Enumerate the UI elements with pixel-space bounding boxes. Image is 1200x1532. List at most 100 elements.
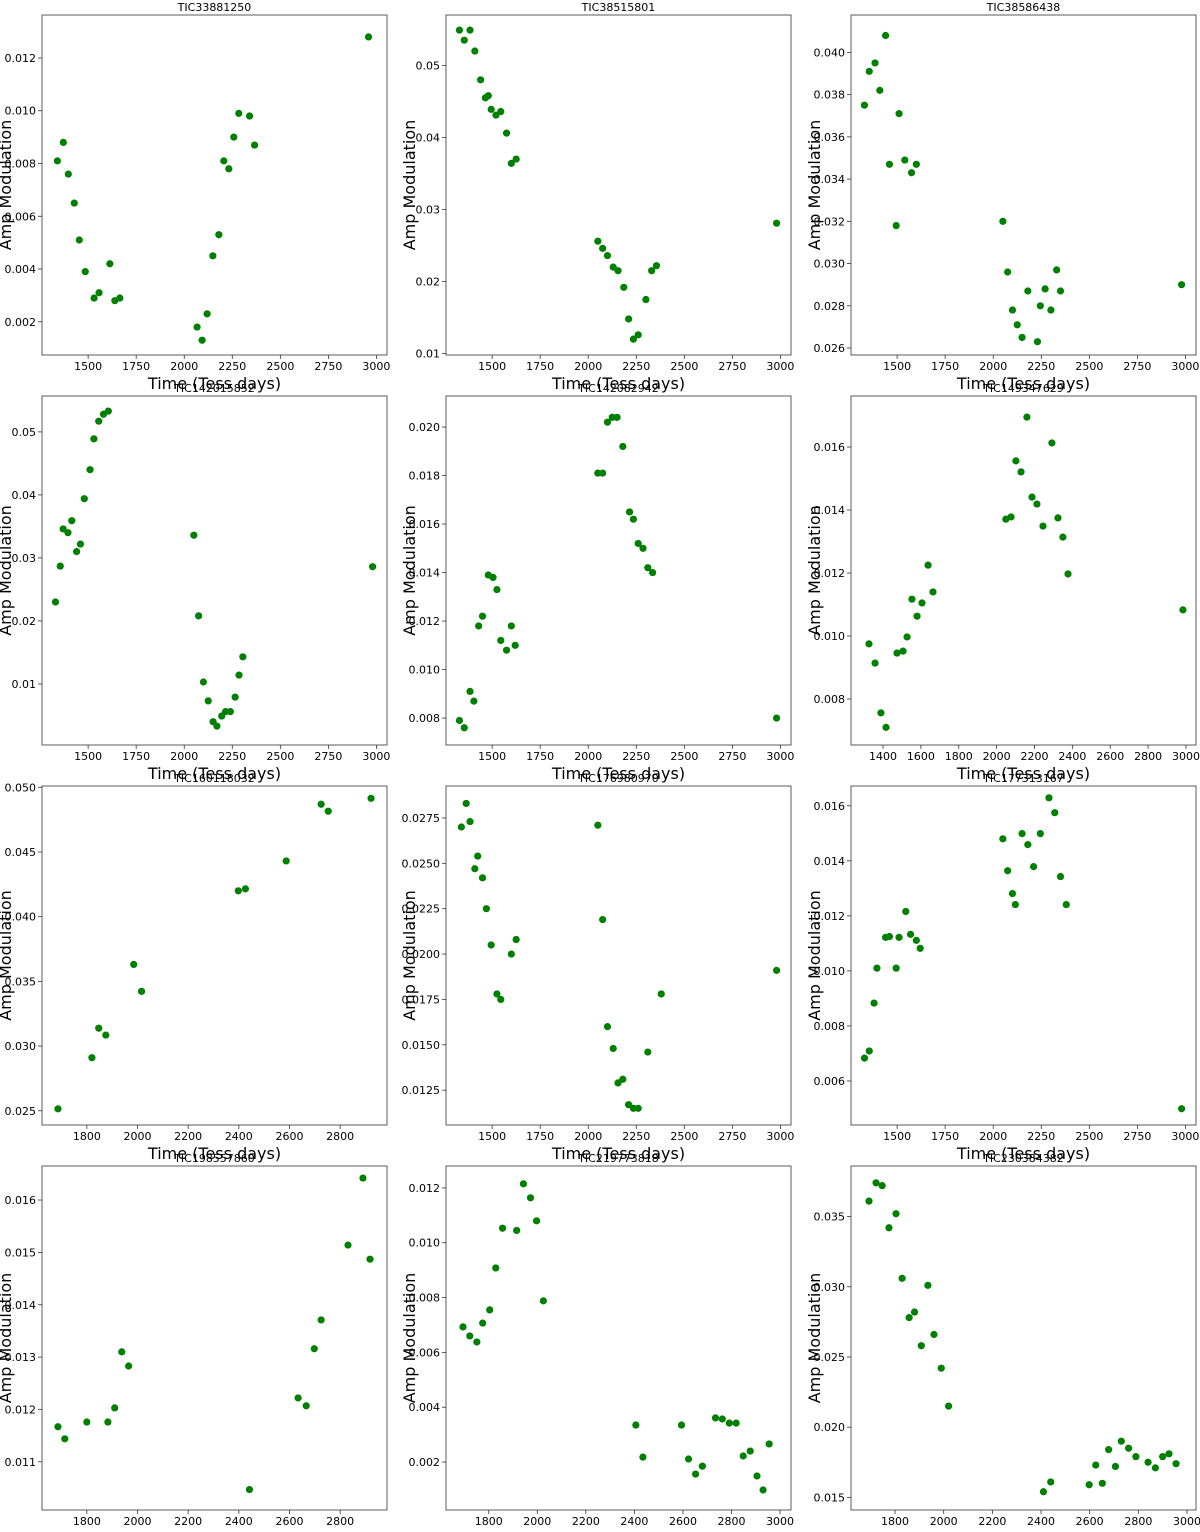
point: [470, 697, 478, 705]
y-tick-label: 0.015: [5, 1246, 37, 1259]
point: [1018, 830, 1026, 838]
panel-title: TIC230384382: [982, 1152, 1064, 1165]
x-tick-label: 2500: [1075, 1130, 1103, 1143]
point: [1098, 1479, 1106, 1487]
point: [234, 887, 242, 895]
point: [478, 612, 487, 620]
point: [475, 622, 483, 630]
y-tick-label: 0.010: [814, 630, 846, 643]
point: [634, 539, 642, 548]
y-tick-label: 0.014: [409, 567, 441, 580]
point: [215, 231, 223, 239]
x-tick-label: 2600: [669, 1515, 697, 1528]
y-tick-label: 0.0150: [402, 1039, 441, 1052]
point: [366, 1255, 374, 1263]
point: [1017, 468, 1025, 476]
point: [59, 138, 67, 147]
point: [118, 1348, 126, 1356]
point: [1039, 1488, 1048, 1496]
x-tick-label: 2200: [174, 1515, 202, 1528]
x-axis-label: Time (Tess days): [956, 374, 1090, 393]
point: [198, 336, 206, 344]
y-tick-label: 0.02: [416, 276, 441, 289]
point: [871, 59, 879, 67]
y-tick-label: 0.034: [814, 173, 846, 186]
y-tick-label: 0.020: [409, 421, 441, 434]
x-tick-label: 2000: [930, 1515, 958, 1528]
y-tick-label: 0.0125: [402, 1084, 441, 1097]
point: [1039, 522, 1047, 530]
point: [519, 1180, 528, 1188]
y-tick-label: 0.03: [416, 203, 441, 216]
y-tick-label: 0.012: [814, 910, 846, 923]
point: [906, 930, 915, 938]
point: [876, 86, 884, 94]
point: [1004, 268, 1012, 276]
x-tick-label: 2500: [670, 360, 698, 373]
axes-frame: [850, 395, 1197, 746]
point: [203, 310, 211, 318]
y-axis-label: Amp Modulation: [805, 505, 824, 636]
y-tick-label: 0.010: [814, 965, 846, 978]
point: [137, 987, 146, 995]
x-tick-label: 2750: [718, 1130, 746, 1143]
y-tick-label: 0.011: [5, 1456, 37, 1469]
point: [902, 907, 910, 916]
point: [905, 1314, 913, 1322]
x-tick-label: 2250: [218, 360, 246, 373]
axes-frame: [850, 1165, 1197, 1511]
point: [892, 221, 900, 230]
axes-frame: [41, 14, 388, 356]
y-tick-label: 0.004: [409, 1401, 441, 1414]
point: [639, 544, 647, 552]
point: [230, 133, 238, 141]
point: [746, 1447, 754, 1455]
point: [493, 585, 501, 594]
x-tick-label: 3000: [1173, 1515, 1200, 1528]
point: [199, 678, 208, 686]
x-tick-label: 2000: [123, 1130, 151, 1143]
point: [344, 1241, 352, 1249]
point: [910, 1308, 919, 1316]
x-tick-label: 1500: [74, 750, 102, 763]
y-axis-label: Amp Modulation: [400, 120, 419, 251]
panel-title: TIC176980970: [577, 772, 659, 785]
point: [599, 915, 607, 924]
point: [1165, 1450, 1173, 1458]
point: [1177, 1105, 1186, 1113]
y-tick-label: 0.025: [814, 1351, 846, 1364]
point: [54, 1423, 62, 1431]
point: [649, 568, 657, 577]
y-tick-label: 0.016: [814, 800, 846, 813]
x-tick-label: 2400: [225, 1515, 253, 1528]
point: [1054, 514, 1062, 522]
point: [104, 1418, 112, 1426]
point: [489, 573, 497, 582]
x-tick-label: 1500: [478, 360, 506, 373]
x-tick-label: 2200: [174, 1130, 202, 1143]
point: [282, 857, 290, 865]
point: [460, 36, 468, 44]
y-tick-label: 0.006: [814, 1075, 846, 1088]
y-tick-label: 0.0200: [402, 948, 441, 961]
x-tick-label: 2600: [1096, 750, 1124, 763]
point: [892, 1210, 900, 1218]
point: [1151, 1464, 1159, 1472]
point: [765, 1440, 773, 1448]
x-tick-label: 2250: [622, 1130, 650, 1143]
point: [231, 693, 239, 701]
point: [1111, 1462, 1120, 1471]
point: [487, 105, 495, 113]
x-tick-label: 3000: [1172, 750, 1200, 763]
x-tick-label: 2000: [523, 1515, 551, 1528]
axes-frame: [850, 785, 1197, 1126]
point: [476, 76, 485, 84]
x-tick-label: 1750: [122, 360, 150, 373]
panel-title: TIC38515801: [581, 1, 656, 14]
point: [226, 708, 234, 716]
point: [603, 251, 612, 260]
point: [860, 1054, 869, 1062]
x-tick-label: 2750: [718, 360, 746, 373]
x-axis-label: Time (Tess days): [147, 374, 281, 393]
y-tick-label: 0.012: [5, 1403, 37, 1416]
